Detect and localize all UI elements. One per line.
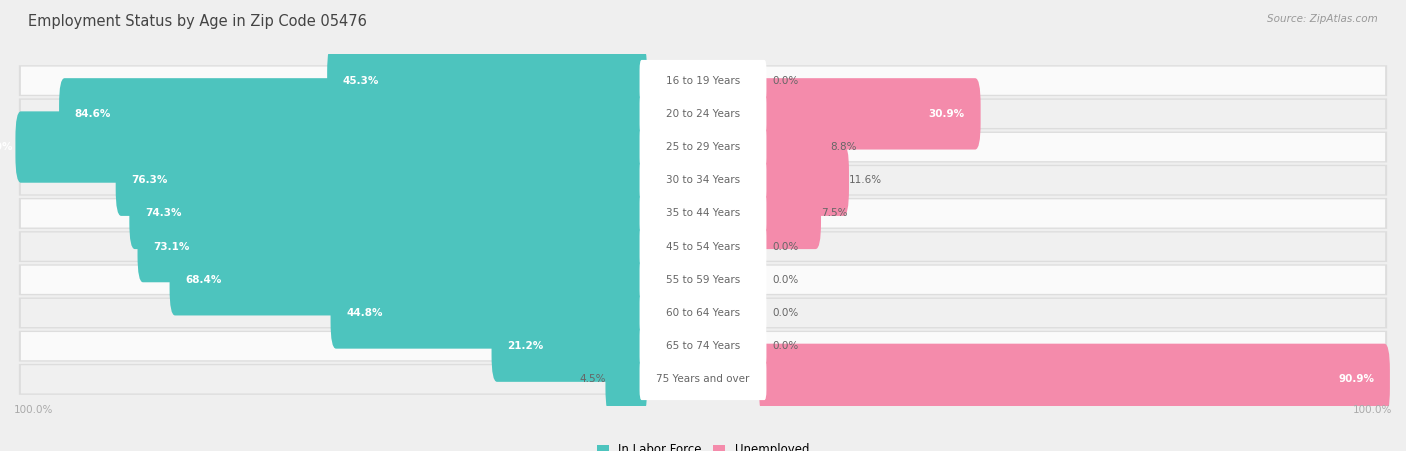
- Text: 20 to 24 Years: 20 to 24 Years: [666, 109, 740, 119]
- FancyBboxPatch shape: [18, 98, 1388, 129]
- FancyBboxPatch shape: [138, 211, 647, 282]
- FancyBboxPatch shape: [759, 344, 1391, 415]
- Text: 7.5%: 7.5%: [821, 208, 848, 218]
- FancyBboxPatch shape: [328, 45, 647, 116]
- FancyBboxPatch shape: [18, 264, 1388, 295]
- Text: 60 to 64 Years: 60 to 64 Years: [666, 308, 740, 318]
- FancyBboxPatch shape: [21, 233, 1385, 261]
- Text: 11.6%: 11.6%: [849, 175, 882, 185]
- FancyBboxPatch shape: [640, 259, 766, 300]
- Text: 25 to 29 Years: 25 to 29 Years: [666, 142, 740, 152]
- FancyBboxPatch shape: [115, 145, 647, 216]
- Text: 90.9%: 90.9%: [1339, 374, 1374, 384]
- FancyBboxPatch shape: [21, 100, 1385, 128]
- FancyBboxPatch shape: [21, 67, 1385, 95]
- FancyBboxPatch shape: [18, 165, 1388, 196]
- Text: 30 to 34 Years: 30 to 34 Years: [666, 175, 740, 185]
- Text: 100.0%: 100.0%: [14, 405, 53, 415]
- Text: 44.8%: 44.8%: [346, 308, 382, 318]
- FancyBboxPatch shape: [330, 277, 647, 349]
- FancyBboxPatch shape: [129, 178, 647, 249]
- FancyBboxPatch shape: [21, 365, 1385, 393]
- Text: 76.3%: 76.3%: [131, 175, 167, 185]
- Text: 30.9%: 30.9%: [929, 109, 965, 119]
- FancyBboxPatch shape: [18, 231, 1388, 262]
- Text: 4.5%: 4.5%: [579, 374, 606, 384]
- Text: 84.6%: 84.6%: [75, 109, 111, 119]
- FancyBboxPatch shape: [18, 132, 1388, 162]
- FancyBboxPatch shape: [21, 166, 1385, 194]
- FancyBboxPatch shape: [15, 111, 647, 183]
- Text: 0.0%: 0.0%: [772, 341, 799, 351]
- FancyBboxPatch shape: [640, 160, 766, 201]
- Text: 8.8%: 8.8%: [830, 142, 856, 152]
- Text: 0.0%: 0.0%: [772, 308, 799, 318]
- Text: 45.3%: 45.3%: [343, 76, 380, 86]
- FancyBboxPatch shape: [18, 331, 1388, 362]
- FancyBboxPatch shape: [18, 65, 1388, 96]
- Text: 21.2%: 21.2%: [508, 341, 544, 351]
- Text: 45 to 54 Years: 45 to 54 Years: [666, 242, 740, 252]
- Text: 68.4%: 68.4%: [186, 275, 222, 285]
- FancyBboxPatch shape: [640, 193, 766, 234]
- Text: 35 to 44 Years: 35 to 44 Years: [666, 208, 740, 218]
- FancyBboxPatch shape: [18, 298, 1388, 328]
- Text: 74.3%: 74.3%: [145, 208, 181, 218]
- FancyBboxPatch shape: [21, 266, 1385, 294]
- FancyBboxPatch shape: [640, 292, 766, 334]
- FancyBboxPatch shape: [640, 126, 766, 168]
- FancyBboxPatch shape: [18, 364, 1388, 395]
- FancyBboxPatch shape: [640, 93, 766, 134]
- Text: 73.1%: 73.1%: [153, 242, 190, 252]
- FancyBboxPatch shape: [21, 199, 1385, 227]
- FancyBboxPatch shape: [21, 133, 1385, 161]
- Text: 100.0%: 100.0%: [1353, 405, 1392, 415]
- FancyBboxPatch shape: [21, 299, 1385, 327]
- Text: Employment Status by Age in Zip Code 05476: Employment Status by Age in Zip Code 054…: [28, 14, 367, 28]
- Text: 16 to 19 Years: 16 to 19 Years: [666, 76, 740, 86]
- FancyBboxPatch shape: [21, 332, 1385, 360]
- Text: 75 Years and over: 75 Years and over: [657, 374, 749, 384]
- FancyBboxPatch shape: [640, 359, 766, 400]
- FancyBboxPatch shape: [492, 310, 647, 382]
- FancyBboxPatch shape: [759, 78, 980, 150]
- FancyBboxPatch shape: [759, 178, 821, 249]
- FancyBboxPatch shape: [606, 344, 647, 415]
- Text: Source: ZipAtlas.com: Source: ZipAtlas.com: [1267, 14, 1378, 23]
- FancyBboxPatch shape: [640, 60, 766, 101]
- FancyBboxPatch shape: [759, 145, 849, 216]
- FancyBboxPatch shape: [759, 111, 830, 183]
- FancyBboxPatch shape: [18, 198, 1388, 229]
- Legend: In Labor Force, Unemployed: In Labor Force, Unemployed: [598, 443, 808, 451]
- Text: 65 to 74 Years: 65 to 74 Years: [666, 341, 740, 351]
- Text: 0.0%: 0.0%: [772, 275, 799, 285]
- FancyBboxPatch shape: [640, 326, 766, 367]
- Text: 0.0%: 0.0%: [772, 242, 799, 252]
- FancyBboxPatch shape: [59, 78, 647, 150]
- Text: 0.0%: 0.0%: [772, 76, 799, 86]
- Text: 100.0%: 100.0%: [0, 142, 13, 152]
- FancyBboxPatch shape: [640, 226, 766, 267]
- Text: 55 to 59 Years: 55 to 59 Years: [666, 275, 740, 285]
- FancyBboxPatch shape: [170, 244, 647, 315]
